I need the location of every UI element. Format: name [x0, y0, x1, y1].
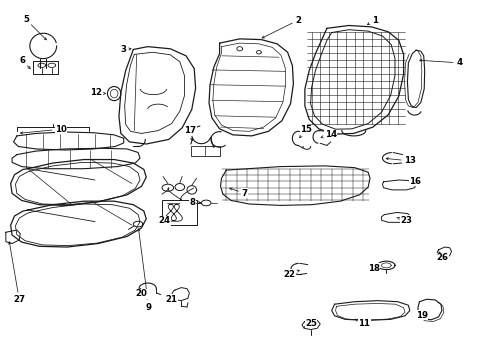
- Text: 24: 24: [158, 216, 170, 225]
- Text: 4: 4: [419, 58, 461, 67]
- Text: 6: 6: [19, 55, 30, 69]
- Text: 23: 23: [396, 216, 411, 225]
- Text: 13: 13: [386, 157, 415, 166]
- Bar: [33, 61, 58, 74]
- Text: 5: 5: [23, 15, 46, 40]
- Text: 18: 18: [367, 264, 379, 273]
- Text: 7: 7: [229, 188, 247, 198]
- Text: 17: 17: [184, 126, 196, 140]
- Bar: [190, 146, 219, 156]
- Bar: [162, 200, 196, 225]
- Text: 27: 27: [9, 242, 25, 305]
- Text: 2: 2: [262, 16, 301, 38]
- Text: 25: 25: [304, 319, 316, 328]
- Text: 10: 10: [20, 125, 67, 134]
- Text: 22: 22: [283, 270, 299, 279]
- Text: 19: 19: [415, 310, 427, 320]
- Text: 3: 3: [120, 45, 131, 54]
- Text: 16: 16: [408, 177, 420, 186]
- Text: 20: 20: [135, 289, 147, 298]
- Text: 11: 11: [354, 319, 369, 328]
- Text: 15: 15: [299, 125, 312, 138]
- Text: 1: 1: [366, 16, 377, 25]
- Text: 8: 8: [189, 198, 200, 207]
- Text: 26: 26: [435, 252, 447, 262]
- Text: 12: 12: [90, 88, 105, 97]
- Text: 14: 14: [320, 130, 336, 139]
- Text: 9: 9: [138, 229, 151, 311]
- Text: 21: 21: [165, 295, 177, 304]
